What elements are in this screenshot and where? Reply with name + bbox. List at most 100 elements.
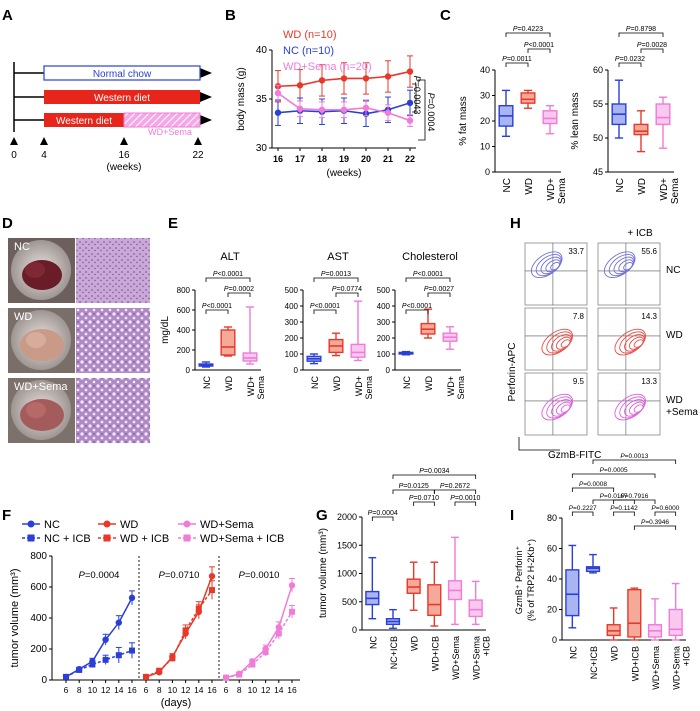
y-tick-label: 2000 (337, 512, 357, 522)
legend-2: WD+Sema (n=20) (283, 61, 372, 73)
data-point (340, 75, 348, 82)
y-axis-title: tumor volume (mm³) (9, 568, 21, 667)
y-tick-label: 0 (352, 625, 357, 635)
p-symbol: P (224, 286, 229, 293)
p-value-label: P<0.0001 (213, 271, 243, 278)
category-label: WD+Sema (659, 178, 681, 205)
category-label: WD+Sema (446, 376, 466, 400)
data-point (274, 109, 282, 116)
category-label: WD+Sema (651, 646, 661, 690)
significance-bracket (392, 474, 477, 479)
p-value-label: P=0.0028 (637, 42, 667, 49)
box-0 (611, 79, 627, 139)
p-value-label: P=0.0013 (620, 453, 648, 460)
p-symbol: P (637, 42, 642, 49)
p-value: =0.0002 (229, 286, 255, 293)
y-tick-label: 60 (593, 65, 603, 75)
p-value: =0.0004 (426, 99, 436, 132)
photo-label-wd-sema: WD+Sema (14, 381, 68, 393)
plot-frame (524, 307, 588, 371)
box-body (542, 110, 558, 125)
significance-bracket (433, 489, 477, 494)
category-label-line: WD+Sema (472, 636, 482, 680)
y-tick-label: 600 (177, 306, 191, 315)
category-label-line: NC (368, 636, 378, 649)
p-value: =0.6000 (656, 505, 680, 512)
y-axis-title: tumor volume (mm³) (318, 528, 329, 618)
data-point (89, 661, 96, 668)
flow-plot-2-1: 13.3 (597, 372, 661, 436)
p-value-label: P=0.0011 (502, 56, 532, 63)
growth-series-2-0 (222, 577, 296, 681)
box-body (427, 584, 442, 617)
y-tick-label: 300 (285, 318, 299, 327)
y-tick-label: 10 (480, 142, 490, 152)
category-label-line: WD (332, 376, 342, 391)
category-label: NC (615, 178, 626, 192)
row-label-line: WD (666, 330, 683, 341)
box-body (627, 588, 642, 638)
p-symbol: P (610, 505, 615, 512)
p-value-label: P=0.0710 (159, 570, 200, 581)
data-point (76, 666, 83, 673)
data-point (223, 674, 229, 681)
y-tick-label: 0 (552, 635, 557, 645)
data-point (340, 106, 348, 113)
row-label: NC (666, 265, 680, 276)
data-point (275, 624, 282, 631)
y-tick-label: 500 (377, 286, 391, 295)
category-label-line: +ICB (682, 646, 692, 666)
bracket-inner (412, 83, 417, 113)
category-label-line: WD+Sema (651, 646, 661, 690)
p-value: =0.0004 (85, 570, 120, 581)
western-diet-bar (44, 90, 200, 104)
row-label-line: +Sema (666, 407, 698, 418)
timepoint-16: 16 (118, 150, 130, 161)
p-value: =0.0005 (604, 467, 628, 474)
density-contour (550, 261, 560, 271)
data-point (115, 652, 122, 659)
category-label: WD+Sema+ICB (472, 636, 492, 680)
p-value-label: P=0.0232 (615, 56, 645, 63)
significance-bracket (313, 277, 359, 282)
p-value-label: P<0.0001 (402, 303, 432, 310)
p-value: =0.0710 (414, 495, 440, 502)
quadrant-value: 55.6 (641, 247, 657, 256)
x-tick-label: 8 (157, 685, 162, 695)
p-value-label: P<0.0001 (202, 303, 232, 310)
significance-bracket (405, 309, 429, 314)
triangle-marker-icon (194, 137, 202, 145)
p-value: =0.0774 (337, 286, 363, 293)
p-symbol: P (600, 493, 605, 500)
category-label-line: WD (224, 376, 234, 391)
category-label: WD (332, 376, 342, 391)
category-label: WD (410, 636, 420, 651)
liver-photo-wd-sema: WD+Sema (8, 378, 75, 443)
category-label: WD+Sema (451, 636, 461, 680)
y-tick-label: 0 (294, 366, 299, 375)
box-2 (542, 104, 558, 135)
significance-bracket (640, 48, 664, 53)
p-symbol: P (651, 505, 656, 512)
box-body (406, 578, 421, 594)
panel-letter-a: A (2, 7, 13, 24)
panel-a-timeline: A Normal chow Western diet Western diet … (2, 7, 212, 173)
triangle-marker-icon (120, 137, 128, 145)
p-symbol: P (641, 519, 646, 526)
histology-wd-sema (76, 378, 150, 443)
density-contour (623, 261, 633, 271)
p-symbol: P (424, 286, 429, 293)
category-label-line: Sema (256, 376, 266, 400)
p-symbol: P (569, 505, 574, 512)
box-2 (350, 300, 366, 362)
p-symbol: P (620, 453, 625, 460)
p-value: =0.0710 (165, 570, 200, 581)
p-value-label: P=0.0013 (321, 271, 351, 278)
box-5 (668, 582, 683, 641)
data-point (384, 73, 392, 80)
row-label-line: NC (666, 265, 680, 276)
y-tick-label: 40 (480, 65, 490, 75)
